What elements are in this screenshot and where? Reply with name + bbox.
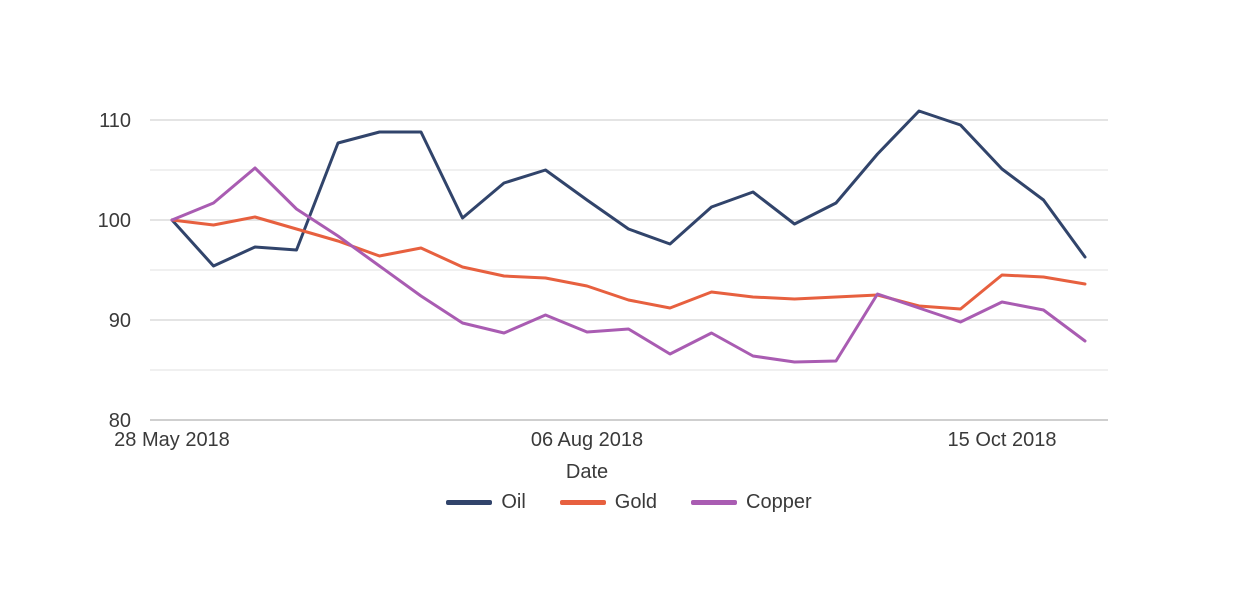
y-tick-label-100: 100 [98, 210, 131, 232]
series-line-copper [170, 166, 1087, 364]
x-tick-label-3: 15 Oct 2018 [948, 429, 1057, 451]
legend-swatch-copper [691, 499, 738, 505]
major-gridlines [150, 119, 1108, 321]
legend: Oil Gold Copper [150, 489, 1108, 515]
y-tick-label-110: 110 [99, 110, 131, 132]
y-tick-labels: 110 100 90 80 [98, 110, 131, 432]
legend-item-copper: Copper [691, 492, 812, 512]
y-tick-label-90: 90 [109, 310, 131, 332]
series-lines [170, 109, 1087, 364]
legend-swatch-gold [559, 499, 606, 505]
x-axis-title: Date [565, 461, 609, 483]
series-line-gold [170, 215, 1087, 311]
minor-gridlines [150, 169, 1108, 371]
legend-label-oil: Oil [501, 491, 526, 513]
legend-label-gold: Gold [614, 491, 658, 513]
y-tick-label-80: 80 [109, 410, 131, 432]
x-tick-labels: 28 May 2018 06 Aug 2018 15 Oct 2018 [114, 429, 1056, 451]
legend-item-oil: Oil [446, 491, 526, 513]
x-tick-label-1: 28 May 2018 [114, 429, 230, 451]
x-tick-label-2: 06 Aug 2018 [531, 429, 643, 451]
legend-swatch-oil [446, 499, 493, 505]
series-line-oil [170, 109, 1087, 268]
legend-label-copper: Copper [746, 491, 812, 513]
legend-item-gold: Gold [559, 491, 658, 513]
